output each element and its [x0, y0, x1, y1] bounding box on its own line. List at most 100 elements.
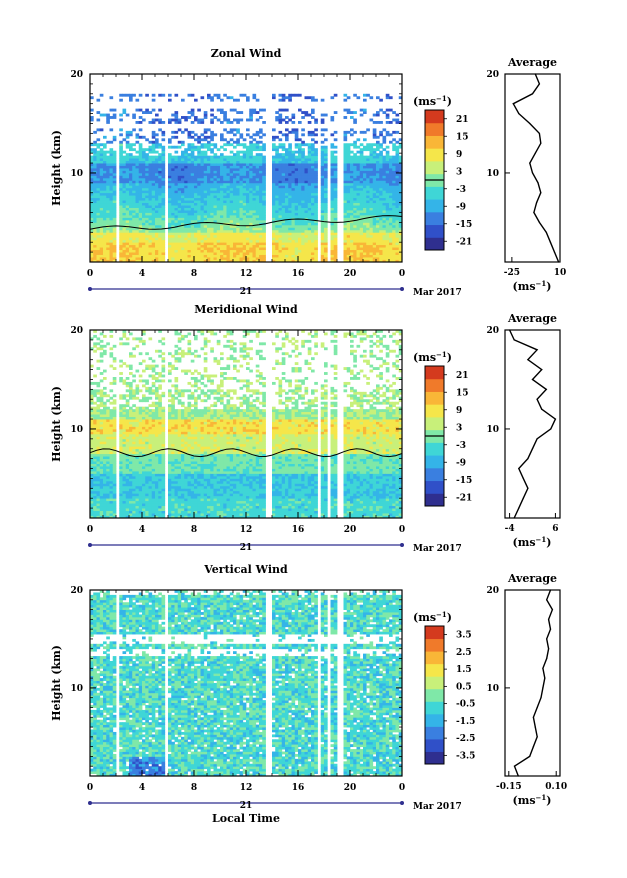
- heatmap-cell: [256, 227, 260, 230]
- heatmap-cell: [220, 245, 224, 248]
- heatmap-cell: [376, 173, 380, 176]
- heatmap-cell: [136, 185, 140, 188]
- heatmap-cell: [106, 190, 110, 193]
- heatmap-cell: [353, 178, 357, 181]
- heatmap-cell: [334, 235, 338, 238]
- heatmap-cell: [201, 213, 205, 216]
- heatmap-cell: [103, 424, 107, 427]
- heatmap-cell: [142, 225, 146, 228]
- heatmap-cell: [292, 166, 296, 169]
- heatmap-cell: [168, 237, 172, 240]
- heatmap-cell: [110, 213, 114, 216]
- heatmap-cell: [230, 215, 234, 218]
- heatmap-cell: [210, 121, 214, 124]
- heatmap-cell: [373, 242, 377, 245]
- heatmap-cell: [366, 250, 370, 253]
- heatmap-cell: [110, 247, 114, 250]
- heatmap-cell: [311, 188, 315, 191]
- heatmap-cell: [223, 183, 227, 186]
- heatmap-cell: [295, 250, 299, 253]
- heatmap-cell: [149, 235, 153, 238]
- heatmap-cell: [243, 245, 247, 248]
- heatmap-cell: [282, 210, 286, 213]
- heatmap-cell: [347, 175, 351, 178]
- heatmap-cell: [308, 175, 312, 178]
- heatmap-cell: [383, 242, 387, 245]
- heatmap-cell: [93, 131, 97, 134]
- heatmap-cell: [334, 178, 338, 181]
- profile-x-tick-label: -25: [504, 268, 520, 278]
- heatmap-cell: [201, 225, 205, 228]
- heatmap-cell: [204, 143, 208, 146]
- heatmap-cell: [197, 136, 201, 139]
- heatmap-cell: [100, 217, 104, 220]
- heatmap-cell: [103, 404, 107, 407]
- heatmap-cell: [366, 161, 370, 164]
- heatmap-cell: [119, 210, 123, 213]
- heatmap-cell: [350, 203, 354, 206]
- heatmap-cell: [204, 136, 208, 139]
- heatmap-cell: [288, 222, 292, 225]
- heatmap-cell: [321, 250, 325, 253]
- heatmap-cell: [279, 173, 283, 176]
- heatmap-cell: [227, 158, 231, 161]
- heatmap-cell: [295, 245, 299, 248]
- heatmap-cell: [201, 257, 205, 260]
- heatmap-cell: [223, 111, 227, 114]
- heatmap-cell: [119, 230, 123, 233]
- heatmap-cell: [288, 168, 292, 171]
- heatmap-cell: [110, 240, 114, 243]
- heatmap-cell: [139, 230, 143, 233]
- heatmap-cell: [197, 215, 201, 218]
- heatmap-cell: [249, 156, 253, 159]
- heatmap-cell: [207, 240, 211, 243]
- heatmap-cell: [285, 166, 289, 169]
- heatmap-cell: [100, 347, 104, 350]
- heatmap-cell: [93, 483, 97, 486]
- heatmap-cell: [259, 240, 263, 243]
- heatmap-cell: [373, 203, 377, 206]
- heatmap-cell: [383, 183, 387, 186]
- heatmap-cell: [370, 151, 374, 154]
- heatmap-cell: [246, 208, 250, 211]
- heatmap-cell: [347, 146, 351, 149]
- heatmap-cell: [373, 168, 377, 171]
- heatmap-cell: [93, 461, 97, 464]
- heatmap-cell: [314, 158, 318, 161]
- heatmap-cell: [171, 185, 175, 188]
- heatmap-cell: [344, 190, 348, 193]
- heatmap-cell: [214, 158, 218, 161]
- heatmap-cell: [162, 121, 166, 124]
- heatmap-cell: [363, 235, 367, 238]
- heatmap-cell: [132, 178, 136, 181]
- heatmap-cell: [292, 255, 296, 258]
- heatmap-cell: [132, 170, 136, 173]
- heatmap-cell: [259, 136, 263, 139]
- heatmap-cell: [376, 195, 380, 198]
- heatmap-cell: [145, 185, 149, 188]
- heatmap-cell: [279, 138, 283, 141]
- heatmap-cell: [321, 232, 325, 235]
- heatmap-cell: [334, 217, 338, 220]
- heatmap-cell: [357, 163, 361, 166]
- heatmap-cell: [201, 143, 205, 146]
- heatmap-cell: [217, 215, 221, 218]
- heatmap-cell: [210, 156, 214, 159]
- heatmap-cell: [298, 121, 302, 124]
- heatmap-cell: [344, 252, 348, 255]
- heatmap-cell: [311, 175, 315, 178]
- heatmap-cell: [279, 146, 283, 149]
- heatmap-cell: [100, 178, 104, 181]
- heatmap-cell: [324, 151, 328, 154]
- heatmap-cell: [110, 217, 114, 220]
- heatmap-cell: [204, 185, 208, 188]
- heatmap-cell: [171, 247, 175, 250]
- heatmap-cell: [197, 185, 201, 188]
- heatmap-cell: [123, 213, 127, 216]
- heatmap-cell: [285, 156, 289, 159]
- heatmap-cell: [324, 245, 328, 248]
- heatmap-cell: [279, 114, 283, 117]
- heatmap-cell: [207, 156, 211, 159]
- heatmap-cell: [363, 213, 367, 216]
- heatmap-cell: [93, 148, 97, 151]
